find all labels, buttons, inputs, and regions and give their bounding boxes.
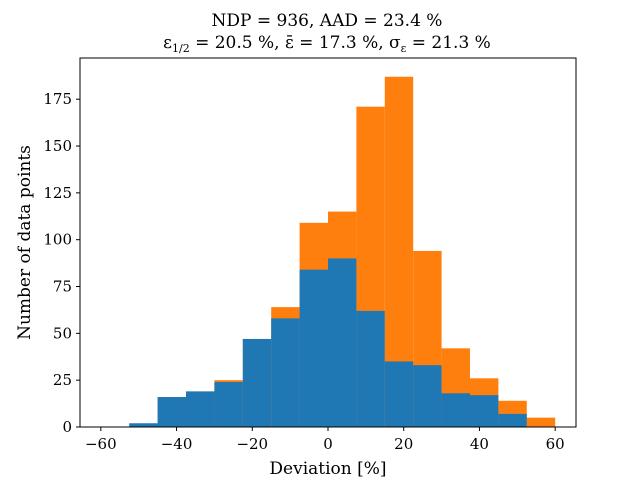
histogram-bar-series1-bin9	[356, 310, 385, 427]
y-tick-label: 100	[43, 231, 72, 249]
x-axis-ticks: −60 −40 −20 0 20 40 60	[85, 427, 565, 453]
title-group: NDP = 936, AAD = 23.4 % ε1/2 = 20.5 %, ε…	[163, 11, 491, 55]
histogram-bar-series1-bin13	[469, 395, 499, 427]
histogram-bar-series1-bin6	[271, 318, 300, 427]
chart-title: NDP = 936, AAD = 23.4 %	[212, 11, 443, 31]
y-tick-label: 75	[53, 278, 72, 296]
histogram-bar-series1-bin1	[129, 423, 158, 427]
subtitle-sub-half: 1/2	[172, 42, 190, 55]
x-tick-label: −60	[85, 435, 117, 453]
x-tick-label: −20	[236, 435, 268, 453]
y-tick-label: 25	[53, 371, 72, 389]
histogram-bar-series1-bin8	[328, 258, 357, 427]
x-tick-label: 0	[323, 435, 333, 453]
subtitle-part2: = 17.3 %, σ	[294, 33, 401, 53]
histogram-bar-series1-bin11	[413, 365, 442, 427]
histogram-bar-series1-bin5	[242, 338, 272, 427]
x-tick-label: 20	[394, 435, 413, 453]
histogram-bar-series1-bin12	[441, 393, 470, 427]
y-tick-label: 175	[43, 90, 72, 108]
subtitle-part3: = 21.3 %	[406, 33, 490, 53]
bars-group	[129, 76, 556, 428]
histogram-bar-series0-bin15	[526, 417, 556, 427]
x-tick-label: 40	[470, 435, 489, 453]
subtitle-eps-bar: ε̄	[285, 33, 294, 53]
y-tick-label: 125	[43, 184, 72, 202]
subtitle-part1: = 20.5 %,	[190, 33, 285, 53]
y-axis-ticks: 0 25 50 75 100 125 150 175	[43, 90, 80, 436]
subtitle-sub-eps: ε	[401, 42, 407, 55]
subtitle-eps-half: ε	[163, 33, 172, 53]
histogram-bar-series1-bin10	[384, 361, 414, 427]
x-axis-label: Deviation [%]	[269, 459, 386, 479]
x-tick-label: −40	[161, 435, 193, 453]
histogram-bar-series1-bin14	[498, 413, 527, 427]
histogram-bar-series1-bin4	[214, 382, 243, 427]
histogram-bar-series1-bin7	[299, 269, 328, 427]
y-tick-label: 50	[53, 324, 72, 342]
histogram-bar-series1-bin3	[186, 391, 215, 427]
histogram-bar-series1-bin2	[157, 397, 187, 427]
y-axis-label: Number of data points	[15, 145, 35, 340]
chart-subtitle: ε1/2 = 20.5 %, ε̄ = 17.3 %, σε = 21.3 %	[163, 33, 491, 55]
y-tick-label: 150	[43, 137, 72, 155]
y-tick-label: 0	[62, 418, 72, 436]
x-tick-label: 60	[546, 435, 565, 453]
